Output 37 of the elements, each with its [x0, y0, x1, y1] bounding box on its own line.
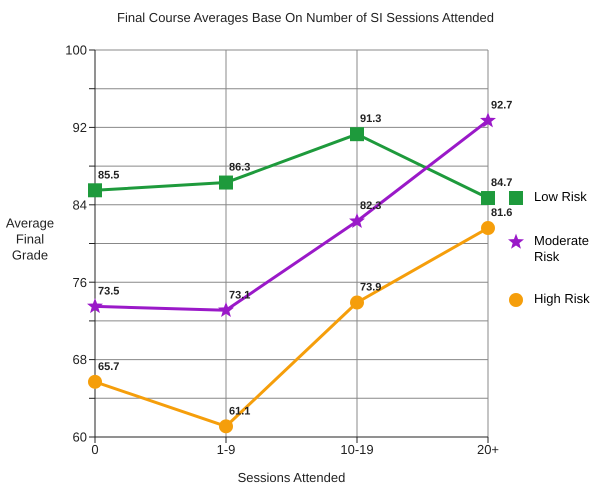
data-label: 84.7 — [491, 177, 512, 190]
x-tick-label: 0 — [91, 442, 99, 458]
point — [350, 127, 364, 142]
point — [219, 176, 233, 190]
chart-title: Final Course Averages Base On Number of SI Sessions Attended — [116, 9, 495, 27]
y-tick-label: 68 — [72, 352, 87, 368]
data-label: 73.9 — [360, 282, 382, 294]
x-tick-label: 1-9 — [216, 442, 236, 458]
data-label: 85.5 — [98, 169, 120, 182]
legend-label: Low Risk — [534, 189, 587, 205]
point — [349, 212, 365, 228]
data-label: 73.5 — [98, 285, 120, 298]
x-axis-title: Sessions Attended — [238, 470, 346, 485]
data-label: 92.7 — [491, 100, 512, 112]
x-tick-label: 10-19 — [340, 442, 374, 458]
point — [87, 298, 103, 314]
y-tick-label: 76 — [72, 274, 87, 290]
y-tick-label: 100 — [65, 42, 87, 58]
x-tick-label: 20+ — [476, 442, 500, 458]
point — [88, 183, 102, 198]
point — [218, 302, 234, 318]
data-label: 91.3 — [360, 113, 382, 126]
data-label: 86.3 — [229, 162, 250, 174]
point — [350, 296, 364, 310]
point — [481, 191, 495, 206]
legend-label: High Risk — [534, 291, 590, 307]
y-tick-label: 84 — [72, 197, 87, 212]
data-label: 81.6 — [491, 207, 512, 220]
point — [481, 221, 495, 236]
y-tick-label: 60 — [72, 430, 87, 445]
data-label: 65.7 — [98, 360, 120, 373]
y-tick-label: 92 — [72, 120, 87, 136]
point — [88, 374, 102, 389]
point — [219, 419, 233, 434]
point — [480, 112, 496, 128]
legend-label: Moderate Risk — [534, 233, 590, 265]
y-axis-title: Average Final Grade — [6, 216, 54, 262]
